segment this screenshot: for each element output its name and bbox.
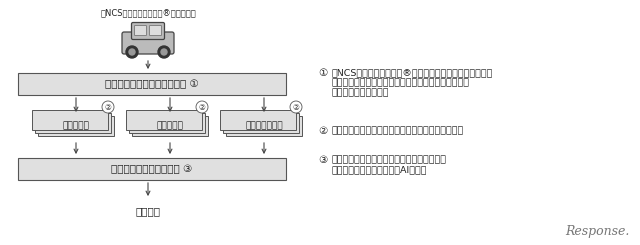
Text: 音声、映像、センサーデータを時系列データに分解: 音声、映像、センサーデータを時系列データに分解	[332, 126, 464, 135]
Circle shape	[161, 49, 167, 55]
FancyBboxPatch shape	[134, 25, 147, 36]
Circle shape	[158, 46, 170, 58]
Bar	[126, 110, 202, 130]
Text: ③: ③	[318, 155, 327, 165]
Circle shape	[102, 101, 114, 113]
Bar	[226, 116, 302, 136]
Circle shape	[126, 46, 138, 58]
Text: 映像データ: 映像データ	[157, 122, 184, 131]
Text: ①: ①	[318, 68, 327, 78]
Text: 『NCSドライブドクター®』搭載車两: 『NCSドライブドクター®』搭載車两	[100, 8, 196, 17]
Text: センサーデータ: センサーデータ	[245, 122, 283, 131]
Circle shape	[129, 49, 135, 55]
Bar	[129, 113, 205, 133]
Bar	[32, 110, 108, 130]
Bar	[38, 116, 114, 136]
Bar	[18, 158, 286, 180]
Text: マルチモーダル深層学習 ③: マルチモーダル深層学習 ③	[111, 164, 193, 174]
Text: ②: ②	[318, 126, 327, 136]
Bar	[132, 116, 208, 136]
Text: Response.: Response.	[566, 225, 630, 238]
Bar	[18, 73, 286, 95]
Circle shape	[196, 101, 208, 113]
Bar	[223, 113, 299, 133]
Text: ②: ②	[292, 102, 300, 111]
FancyBboxPatch shape	[131, 23, 164, 39]
FancyBboxPatch shape	[122, 32, 174, 54]
Circle shape	[290, 101, 302, 113]
Text: マルチモーダル深層学習により、通常運転、
ヒヤリハット、交通事故をAIが判定: マルチモーダル深層学習により、通常運転、 ヒヤリハット、交通事故をAIが判定	[332, 155, 447, 174]
Text: ②: ②	[104, 102, 111, 111]
Bar	[35, 113, 111, 133]
Text: 『NCSドライブドクター®』から音声、映像、センサーー
データ（速度、加速度情報など）である時系列マルチ
モーダルデータを抄出: 『NCSドライブドクター®』から音声、映像、センサーー データ（速度、加速度情報…	[332, 68, 493, 98]
Text: 時系列マルチモーダルデータ ①: 時系列マルチモーダルデータ ①	[105, 79, 199, 89]
Text: ②: ②	[198, 102, 205, 111]
Text: 音声データ: 音声データ	[63, 122, 90, 131]
FancyBboxPatch shape	[150, 25, 161, 36]
Text: 判定結果: 判定結果	[136, 206, 161, 216]
Bar	[220, 110, 296, 130]
